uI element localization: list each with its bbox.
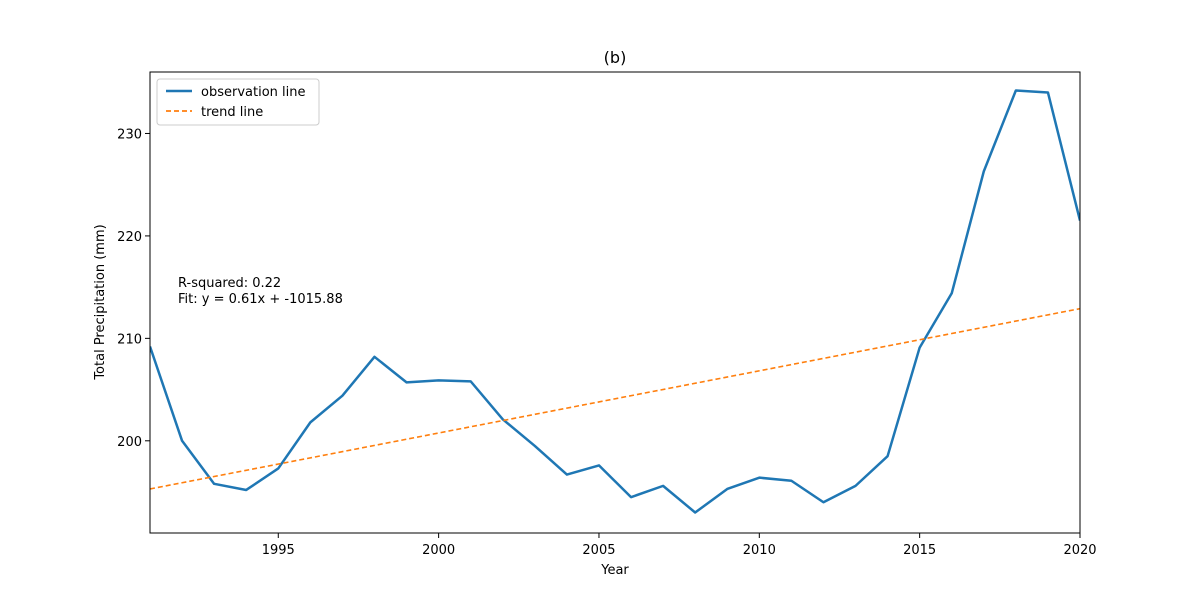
chart-title: (b) — [604, 48, 627, 67]
x-tick-label: 2005 — [582, 543, 615, 558]
y-tick-label: 220 — [117, 230, 142, 245]
y-axis-label: Total Precipitation (mm) — [93, 224, 108, 380]
x-tick-label: 1995 — [262, 543, 295, 558]
observation-line — [150, 89, 1080, 514]
series-layer — [150, 89, 1080, 514]
y-tick-label: 210 — [117, 332, 142, 347]
legend-label-observation: observation line — [201, 85, 305, 100]
x-axis: 1995 2000 2005 2010 2015 2020 — [262, 533, 1097, 558]
x-tick-label: 2015 — [903, 543, 936, 558]
legend-box — [156, 78, 320, 126]
legend-label-trend: trend line — [201, 105, 263, 120]
plot-frame — [149, 71, 1081, 534]
x-tick-label: 2020 — [1063, 543, 1096, 558]
y-tick-label: 230 — [117, 127, 142, 142]
x-axis-label: Year — [600, 563, 629, 578]
trend-line — [150, 307, 1080, 490]
fit-annotation: Fit: y = 0.61x + -1015.88 — [178, 292, 343, 307]
legend: observation line trend line — [156, 78, 320, 126]
x-tick-label: 2010 — [743, 543, 776, 558]
y-axis: 200 210 220 230 — [117, 127, 150, 450]
x-tick-label: 2000 — [422, 543, 455, 558]
r-squared-annotation: R-squared: 0.22 — [178, 276, 281, 291]
y-tick-label: 200 — [117, 435, 142, 450]
